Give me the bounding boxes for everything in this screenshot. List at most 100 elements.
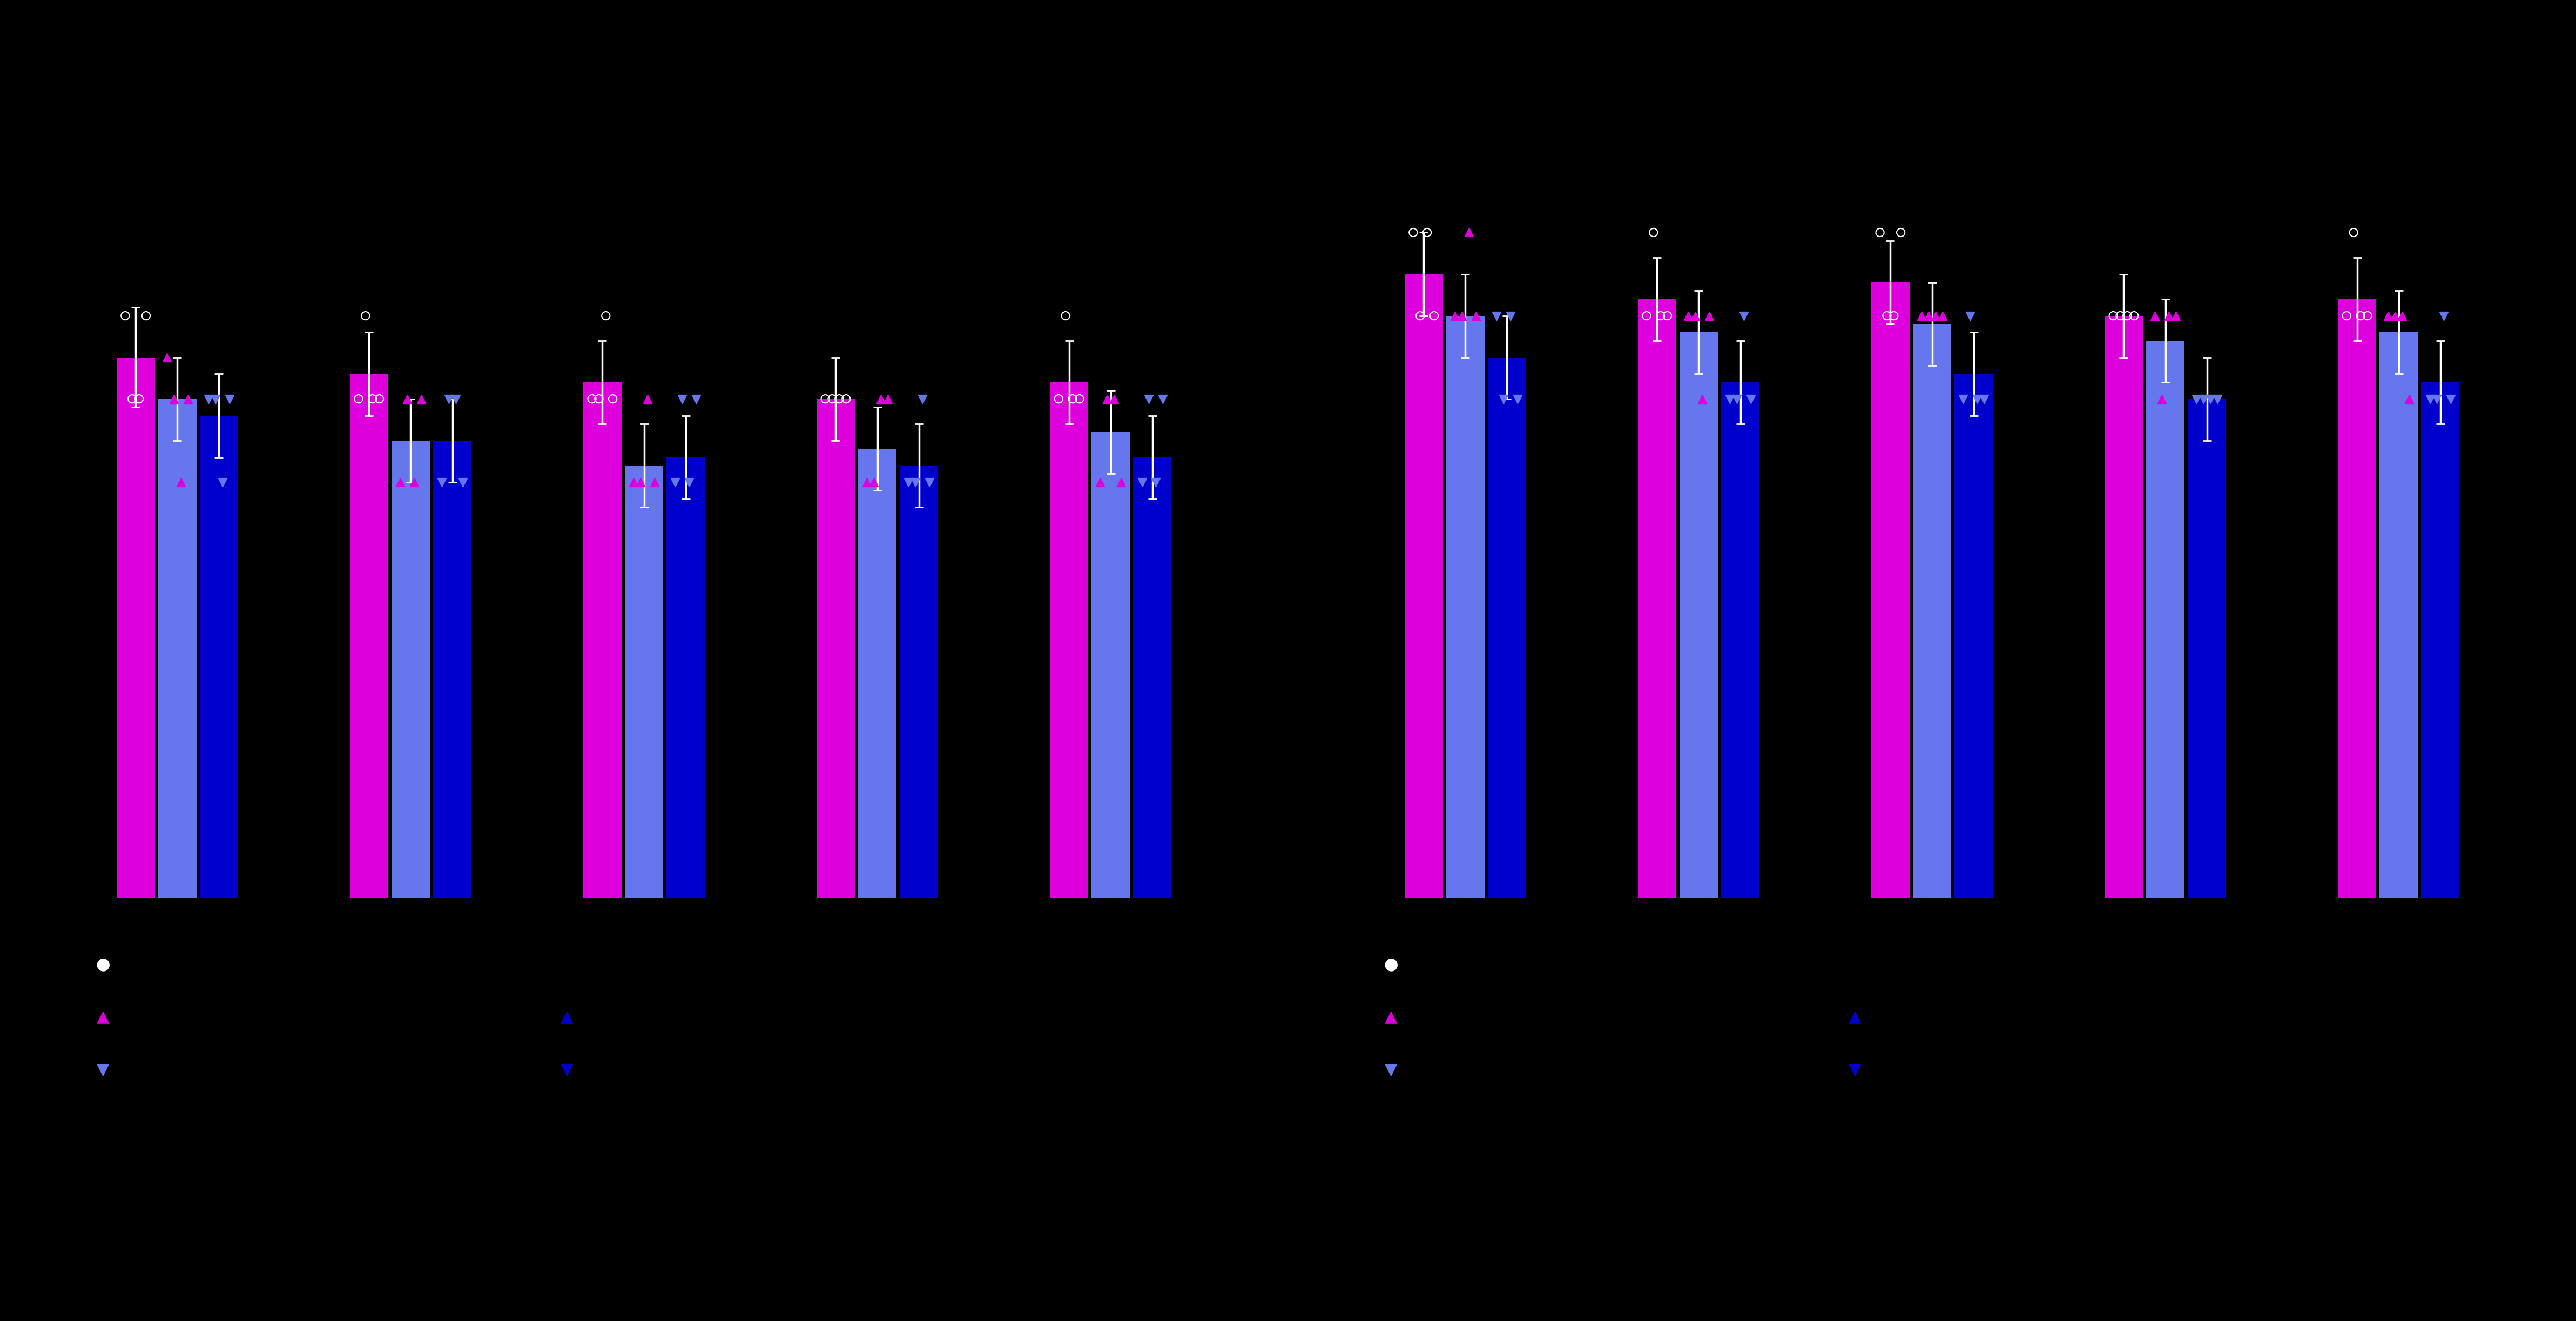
Point xyxy=(1455,305,1497,326)
Point xyxy=(2334,222,2375,243)
Point xyxy=(1141,388,1182,410)
Point xyxy=(1394,222,1435,243)
Text: ▼: ▼ xyxy=(1850,1062,1860,1078)
Point xyxy=(2141,388,2182,410)
Point xyxy=(399,388,440,410)
Point xyxy=(1633,222,1674,243)
Point xyxy=(819,388,860,410)
Point xyxy=(2429,388,2470,410)
Point xyxy=(1723,305,1765,326)
Point xyxy=(2112,305,2154,326)
Point xyxy=(428,388,469,410)
Bar xyxy=(1721,382,1759,898)
Point xyxy=(868,388,909,410)
Point xyxy=(1406,222,1448,243)
Point xyxy=(2107,305,2148,326)
Bar xyxy=(1092,432,1131,898)
Bar xyxy=(626,465,662,898)
Bar xyxy=(1870,283,1909,898)
Point xyxy=(909,472,951,493)
Bar xyxy=(2339,299,2375,898)
Point xyxy=(1963,388,2004,410)
Point xyxy=(1625,305,1667,326)
Point xyxy=(1476,305,1517,326)
Point xyxy=(1646,305,1687,326)
Point xyxy=(147,346,188,367)
Bar xyxy=(667,457,706,898)
Bar xyxy=(116,358,155,898)
Point xyxy=(1674,305,1716,326)
Point xyxy=(2092,305,2133,326)
Point xyxy=(613,472,654,493)
Point xyxy=(1087,388,1128,410)
Bar xyxy=(1680,333,1718,898)
Point xyxy=(1901,305,1942,326)
Point xyxy=(152,388,193,410)
Text: ▼: ▼ xyxy=(98,1062,108,1078)
Point xyxy=(1489,305,1530,326)
Bar xyxy=(817,399,855,898)
Point xyxy=(1942,388,1984,410)
Point xyxy=(196,388,237,410)
Point xyxy=(1100,472,1141,493)
Point xyxy=(592,388,634,410)
Point xyxy=(2409,388,2450,410)
Point xyxy=(804,388,845,410)
Point xyxy=(209,388,250,410)
Point xyxy=(1448,222,1489,243)
Point xyxy=(1484,388,1525,410)
Point xyxy=(1922,305,1963,326)
Point xyxy=(670,472,711,493)
Point xyxy=(106,305,147,326)
Point xyxy=(1880,222,1922,243)
Point xyxy=(2099,305,2141,326)
Bar xyxy=(350,374,389,898)
Point xyxy=(358,388,399,410)
Point xyxy=(1950,305,1991,326)
Point xyxy=(2148,305,2190,326)
Point xyxy=(824,388,866,410)
Bar xyxy=(2187,399,2226,898)
Point xyxy=(1051,388,1092,410)
Point xyxy=(1440,305,1481,326)
Point xyxy=(1038,388,1079,410)
Text: ●: ● xyxy=(95,956,111,972)
Point xyxy=(1710,388,1752,410)
Point xyxy=(1682,388,1723,410)
Point xyxy=(889,472,930,493)
Point xyxy=(201,472,242,493)
Point xyxy=(118,388,160,410)
Point xyxy=(2367,305,2409,326)
Point xyxy=(2383,305,2424,326)
Bar xyxy=(392,441,430,898)
Point xyxy=(337,388,379,410)
Point xyxy=(126,305,167,326)
Point xyxy=(1865,305,1906,326)
Point xyxy=(1909,305,1950,326)
Bar xyxy=(201,416,237,898)
Bar xyxy=(2380,333,2419,898)
Bar xyxy=(899,465,938,898)
Bar xyxy=(1914,324,1950,898)
Point xyxy=(422,472,464,493)
Bar xyxy=(1638,299,1677,898)
Point xyxy=(2388,388,2429,410)
Point xyxy=(902,388,943,410)
Point xyxy=(345,305,386,326)
Point xyxy=(621,472,662,493)
Bar xyxy=(433,441,471,898)
Point xyxy=(848,472,889,493)
Point xyxy=(1958,388,1999,410)
Bar xyxy=(858,449,896,898)
Point xyxy=(167,388,209,410)
Point xyxy=(353,388,394,410)
Bar xyxy=(1955,374,1994,898)
Point xyxy=(1095,388,1136,410)
Point xyxy=(654,472,696,493)
Point xyxy=(379,472,420,493)
Point xyxy=(2326,305,2367,326)
Point xyxy=(894,472,935,493)
Point xyxy=(111,388,152,410)
Point xyxy=(1128,388,1170,410)
Point xyxy=(634,472,675,493)
